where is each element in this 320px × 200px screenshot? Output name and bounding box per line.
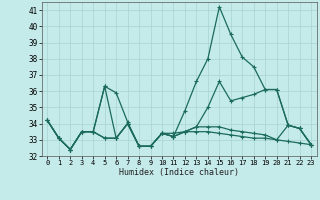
X-axis label: Humidex (Indice chaleur): Humidex (Indice chaleur) (119, 168, 239, 177)
